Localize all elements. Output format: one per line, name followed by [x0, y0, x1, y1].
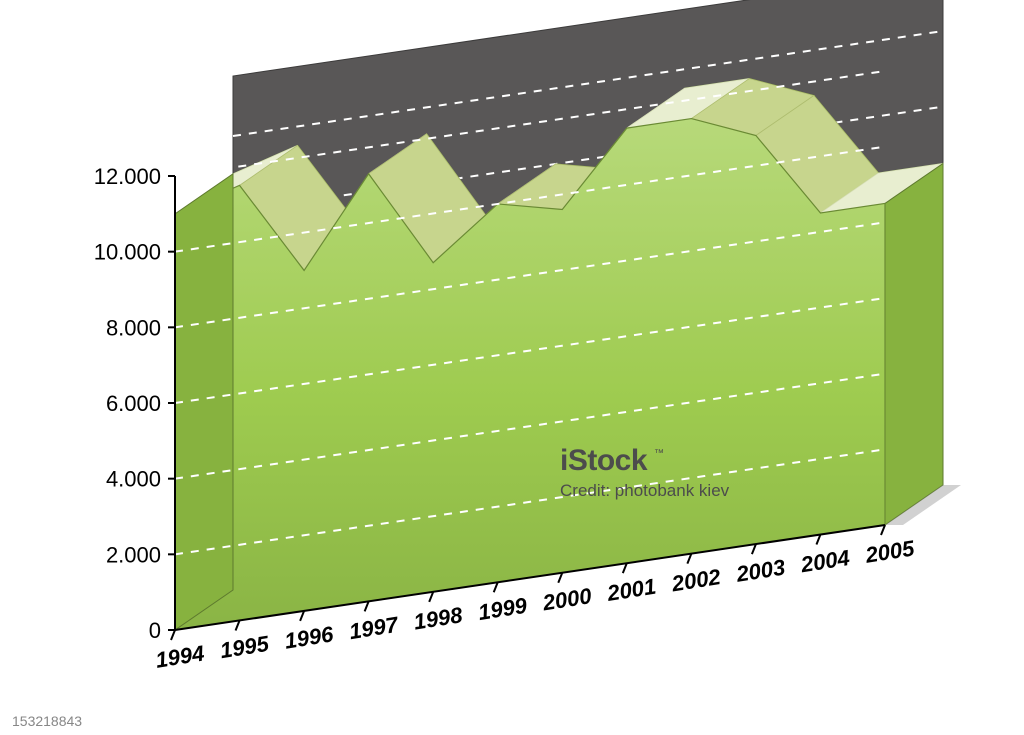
chart-3d-area: 0 2.000 4.000 6.000 8.000 10.000 12.000 1994 199… [0, 0, 1024, 735]
x-tick-label: 2000 [540, 583, 594, 616]
x-tick [171, 630, 175, 640]
x-tick-label: 1998 [412, 602, 465, 634]
x-tick-label: 1999 [476, 593, 529, 625]
x-tick-label: 2001 [605, 574, 658, 607]
y-tick-label: 6.000 [106, 391, 161, 416]
y-tick-label: 2.000 [106, 542, 161, 567]
x-tick-label: 1996 [283, 621, 336, 653]
y-tick-label: 12.000 [94, 164, 161, 189]
y-tick-label: 10.000 [94, 240, 161, 265]
x-tick-label: 1997 [347, 612, 401, 645]
area-right-side [885, 163, 943, 525]
watermark-credit: Credit: photobank kiev [560, 481, 730, 500]
x-tick-label: 2003 [734, 555, 787, 588]
x-tick-label: 2002 [669, 564, 723, 597]
y-tick-label: 0 [149, 618, 161, 643]
x-tick-label: 2004 [798, 545, 851, 578]
watermark-id: 153218843 [12, 713, 82, 729]
area-left-side [175, 174, 233, 630]
watermark-brand: iStock [560, 444, 648, 477]
y-tick-label: 4.000 [106, 467, 161, 492]
x-tick-label: 1995 [218, 631, 271, 663]
x-tick-label: 1994 [154, 640, 206, 672]
svg-text:™: ™ [654, 448, 664, 459]
x-tick-label: 2005 [863, 535, 917, 568]
y-tick-label: 8.000 [106, 315, 161, 340]
